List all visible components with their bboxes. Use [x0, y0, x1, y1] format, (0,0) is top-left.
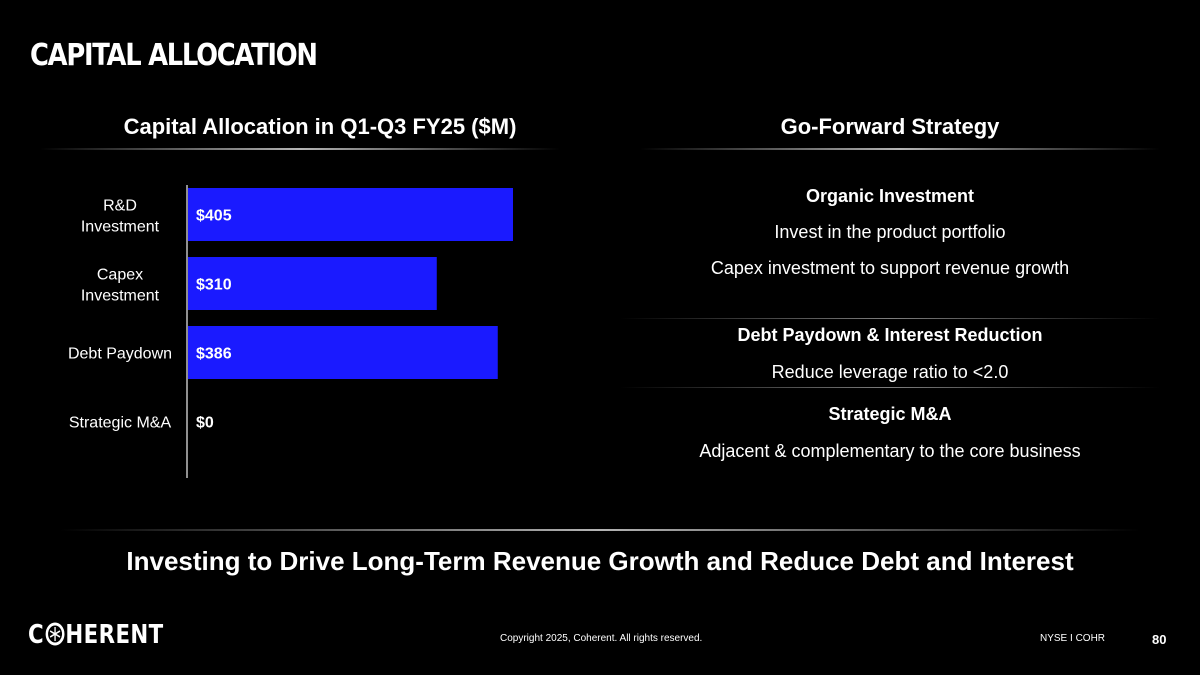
strategy-line-capex: Capex investment to support revenue grow…	[710, 258, 1070, 278]
strategy-title-organic: Organic Investment	[805, 186, 975, 206]
strategy-line-portfolio: Invest in the product portfolio	[774, 222, 1006, 242]
category-label-rnd: R&D Investment	[81, 198, 160, 236]
bar-value-label-rnd: $405	[196, 208, 232, 225]
strategy-divider-2	[620, 387, 1160, 388]
logo-letter-c: C	[28, 620, 45, 650]
bar-rnd	[188, 188, 513, 241]
tagline-divider	[60, 529, 1140, 531]
category-label-capex: Capex Investment	[81, 267, 160, 305]
page-number: 80	[1152, 632, 1167, 647]
chart-heading-divider	[40, 148, 560, 150]
slide-title: CAPITAL ALLOCATION	[30, 38, 318, 73]
strategy-title-debt: Debt Paydown & Interest Reduction	[737, 325, 1043, 345]
strategy-heading: Go-Forward Strategy	[780, 114, 1000, 139]
capital-allocation-chart: $405 R&D Investment $310 Capex Investment $386…	[68, 185, 513, 478]
strategy-section-mna: Strategic M&A Adjacent & complementary t…	[640, 404, 1140, 462]
chart-heading: Capital Allocation in Q1-Q3 FY25 ($M)	[123, 114, 517, 139]
strategy-line-leverage: Reduce leverage ratio to <2.0	[771, 362, 1009, 382]
logo-text: C HERENT	[28, 620, 164, 650]
strategy-section-debt: Debt Paydown & Interest Reduction Reduce…	[640, 325, 1140, 383]
ticker-text: NYSE I COHR	[1040, 633, 1106, 644]
bar-debt	[188, 326, 498, 379]
strategy-title-mna: Strategic M&A	[828, 404, 952, 424]
coherent-o-icon	[45, 622, 65, 646]
bar-value-label-capex: $310	[196, 277, 232, 294]
strategy-divider-1	[620, 318, 1160, 319]
category-label-debt: Debt Paydown	[68, 346, 172, 363]
copyright-text: Copyright 2025, Coherent. All rights res…	[500, 633, 703, 644]
logo-letters-herent: HERENT	[65, 620, 164, 650]
strategy-line-adjacent: Adjacent & complementary to the core bus…	[699, 441, 1081, 461]
category-label-mna: Strategic M&A	[69, 415, 172, 432]
coherent-logo: C HERENT	[28, 620, 193, 650]
bar-capex	[188, 257, 437, 310]
bar-value-label-mna: $0	[196, 415, 214, 432]
tagline: Investing to Drive Long-Term Revenue Gro…	[126, 546, 1074, 576]
strategy-heading-divider	[640, 148, 1160, 150]
bar-value-label-debt: $386	[196, 346, 232, 363]
strategy-section-organic: Organic Investment Invest in the product…	[640, 186, 1140, 279]
